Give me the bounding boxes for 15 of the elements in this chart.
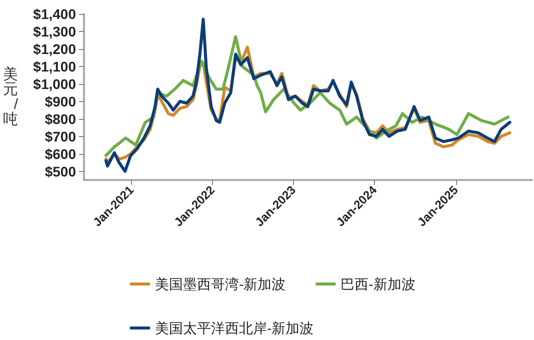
line-series <box>104 18 512 173</box>
legend-label: 巴西-新加波 <box>340 276 416 292</box>
y-tick-label: $1,000 <box>33 76 76 92</box>
legend-label: 美国墨西哥湾-新加波 <box>155 276 286 292</box>
y-tick-label: $1,200 <box>33 40 76 57</box>
legend-label: 美国太平洋西北岸-新加波 <box>155 320 314 336</box>
y-tick-label: $700 <box>44 128 76 144</box>
y-tick-label: $800 <box>44 110 76 127</box>
y-tick-label: $1,100 <box>33 58 76 74</box>
y-tick-label: $600 <box>44 146 76 162</box>
y-tick-label: $500 <box>44 163 76 180</box>
y-tick-label: $900 <box>44 93 76 110</box>
y-tick-label: $1,300 <box>33 23 76 40</box>
y-axis-title: 美元/吨 <box>3 66 19 128</box>
y-tick-label: $1,400 <box>33 6 76 22</box>
